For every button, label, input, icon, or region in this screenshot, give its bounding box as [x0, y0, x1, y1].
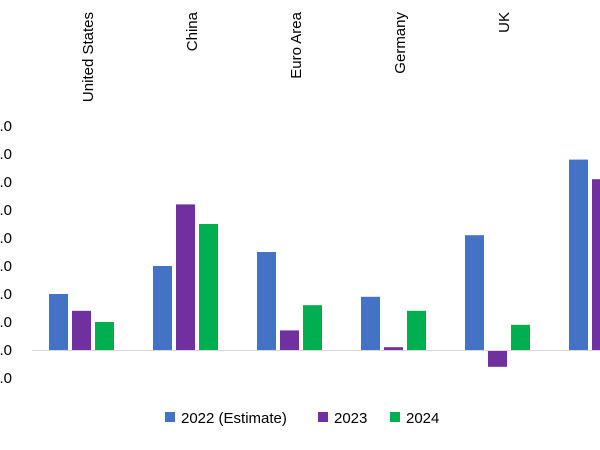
bar-2024-euro-area	[303, 305, 322, 350]
y-tick-label: 8.0	[0, 118, 12, 135]
bar-2024-uk	[511, 324, 530, 350]
y-tick-label: 6.0	[0, 174, 12, 191]
legend: 2022 (Estimate) 2023 2024	[165, 410, 439, 427]
bar-2023-germany	[384, 347, 403, 350]
category-label-china: China	[184, 11, 201, 51]
y-tick-label: 1.0	[0, 314, 12, 331]
y-tick-label: 4.0	[0, 230, 12, 247]
bar-2023-united-states	[72, 310, 91, 350]
category-label-germany: Germany	[392, 12, 409, 74]
legend-swatch-2022-estimate	[165, 412, 175, 422]
bar-2022-estimate-india	[569, 159, 588, 350]
y-tick-label: 3.0	[0, 258, 12, 275]
category-label-uk: UK	[496, 12, 513, 33]
bar-2024-united-states	[95, 322, 114, 350]
bar-2022-estimate-germany	[361, 296, 380, 350]
y-tick-label: .0	[0, 342, 12, 359]
legend-swatch-2023	[318, 412, 328, 422]
bar-2022-estimate-euro-area	[257, 252, 276, 350]
bar-2022-estimate-china	[153, 266, 172, 350]
category-label-euro-area: Euro Area	[288, 11, 305, 78]
bar-2022-estimate-united-states	[49, 294, 68, 350]
y-tick-label: -1.0	[0, 370, 12, 387]
bar-2023-euro-area	[280, 330, 299, 350]
y-tick-label: 5.0	[0, 202, 12, 219]
category-label-united-states: United States	[80, 12, 97, 102]
legend-label-2023: 2023	[334, 410, 367, 427]
bar-2023-uk	[488, 350, 507, 367]
bar-2024-china	[199, 224, 218, 350]
y-axis-tick-labels: -1.0 .0 1.0 2.0 3.0 4.0 5.0 6.0 7.0 8.0	[0, 118, 12, 387]
legend-label-2024: 2024	[406, 410, 439, 427]
bar-2023-india	[592, 179, 600, 350]
legend-label-2022-estimate: 2022 (Estimate)	[181, 410, 287, 427]
bar-2022-estimate-uk	[465, 235, 484, 350]
legend-swatch-2024	[390, 412, 400, 422]
y-tick-label: 7.0	[0, 146, 12, 163]
bar-series	[49, 159, 600, 367]
bar-2024-germany	[407, 310, 426, 350]
bar-2023-china	[176, 204, 195, 350]
y-tick-label: 2.0	[0, 286, 12, 303]
